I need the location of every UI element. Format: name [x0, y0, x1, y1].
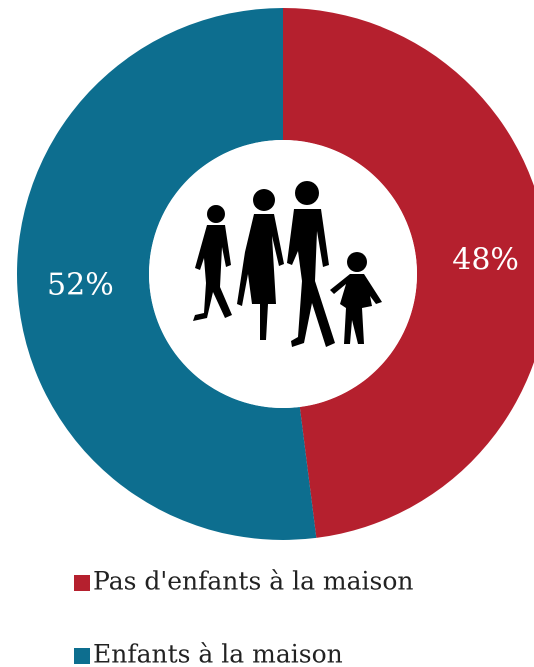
legend-swatch [74, 575, 90, 591]
legend-label: Pas d'enfants à la maison [93, 567, 414, 596]
value-label: 52% [47, 268, 114, 303]
chart: 48% 52% Pas d'enfants à la maison Enfants … [0, 0, 534, 667]
legend-swatch [74, 648, 90, 664]
value-label: 48% [452, 242, 519, 277]
legend-label: Enfants à la maison [93, 640, 343, 667]
donut-hole [149, 140, 417, 408]
